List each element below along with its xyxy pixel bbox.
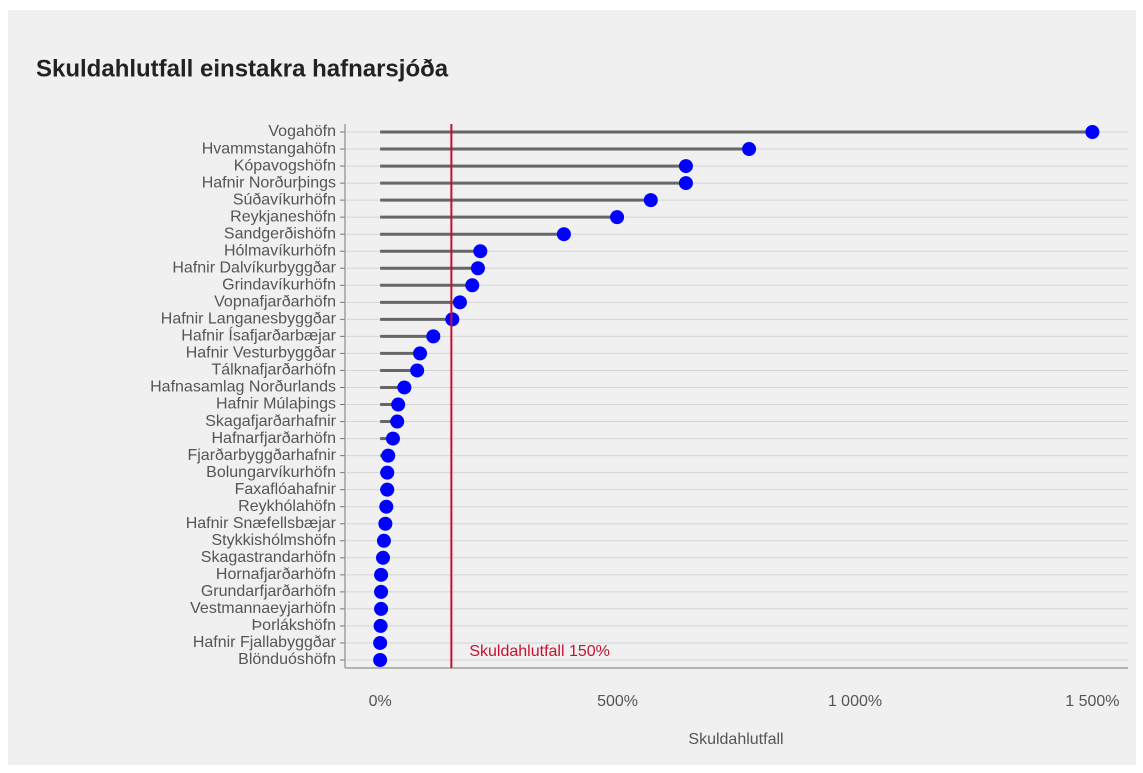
y-tick-label: Hafnir Vesturbyggðar [186, 345, 337, 362]
y-tick-label: Þorlákshöfn [252, 617, 337, 634]
dot [556, 227, 571, 242]
dot [375, 550, 390, 565]
dot [742, 142, 757, 157]
dot [678, 159, 693, 174]
dot [465, 278, 480, 293]
y-tick-label: Hornafjarðarhöfn [216, 566, 336, 583]
dot [385, 431, 400, 446]
dot [643, 193, 658, 208]
y-tick-label: Bolungarvíkurhöfn [206, 464, 336, 481]
dot [473, 244, 488, 259]
x-tick-label: 1 000% [828, 693, 882, 710]
dot [470, 261, 485, 276]
dot [410, 363, 425, 378]
y-tick-label: Blönduóshöfn [238, 651, 336, 668]
dot [426, 329, 441, 344]
dot [452, 295, 467, 310]
y-tick-label: Fjarðarbyggðarhafnir [187, 447, 336, 464]
x-tick-label: 500% [597, 693, 638, 710]
y-tick-label: Hafnir Dalvíkurbyggðar [172, 259, 336, 276]
dot [374, 567, 389, 582]
y-tick-label: Reykhólahöfn [238, 498, 336, 515]
y-tick-label: Hafnir Snæfellsbæjar [186, 515, 337, 532]
y-tick-label: Vogahöfn [268, 123, 336, 140]
dot [391, 397, 406, 412]
dot [373, 653, 388, 667]
y-tick-label: Grindavíkurhöfn [222, 277, 336, 294]
y-tick-label: Súðavíkurhöfn [233, 191, 336, 208]
dot [376, 533, 391, 548]
dot [413, 346, 428, 361]
y-tick-label: Stykkishólmshöfn [212, 532, 337, 549]
y-tick-label: Hafnir Norðurþings [202, 174, 336, 191]
dot [678, 176, 693, 191]
dot [373, 618, 388, 633]
x-axis-label: Skuldahlutfall [688, 731, 783, 748]
y-tick-label: Hafnir Ísafjarðarbæjar [181, 326, 336, 345]
chart-title: Skuldahlutfall einstakra hafnarsjóða [36, 55, 449, 82]
dot [379, 499, 394, 514]
y-tick-label: Hafnir Fjallabyggðar [193, 634, 337, 651]
dot [390, 414, 405, 429]
reference-label: Skuldahlutfall 150% [469, 643, 610, 660]
y-tick-label: Vestmannaeyjarhöfn [190, 600, 336, 617]
dot [1085, 125, 1100, 139]
dot [397, 380, 412, 395]
dot [373, 635, 388, 650]
dot [610, 210, 625, 225]
dot [380, 482, 395, 497]
y-tick-label: Hólmavíkurhöfn [224, 242, 336, 259]
dot [378, 516, 393, 531]
dot [374, 601, 389, 616]
y-tick-label: Hafnir Langanesbyggðar [161, 311, 337, 328]
dot [381, 448, 396, 463]
y-tick-label: Skagafjarðarhafnir [205, 413, 336, 430]
y-tick-label: Vopnafjarðarhöfn [214, 294, 336, 311]
y-tick-label: Hafnir Múlaþings [216, 396, 336, 413]
y-tick-label: Tálknafjarðarhöfn [211, 362, 336, 379]
y-tick-label: Hafnarfjarðarhöfn [211, 430, 336, 447]
x-tick-label: 1 500% [1065, 693, 1119, 710]
dot [380, 465, 395, 480]
y-tick-label: Hvammstangahöfn [202, 140, 336, 157]
y-tick-label: Grundarfjarðarhöfn [201, 583, 336, 600]
y-tick-label: Skagastrandarhöfn [201, 549, 336, 566]
x-tick-label: 0% [369, 693, 392, 710]
y-tick-label: Kópavogshöfn [234, 157, 336, 174]
y-tick-label: Sandgerðishöfn [224, 225, 336, 242]
y-tick-label: Reykjaneshöfn [230, 208, 336, 225]
dot [374, 584, 389, 599]
y-tick-label: Faxaflóahafnir [235, 481, 337, 498]
y-tick-label: Hafnasamlag Norðurlands [150, 379, 336, 396]
